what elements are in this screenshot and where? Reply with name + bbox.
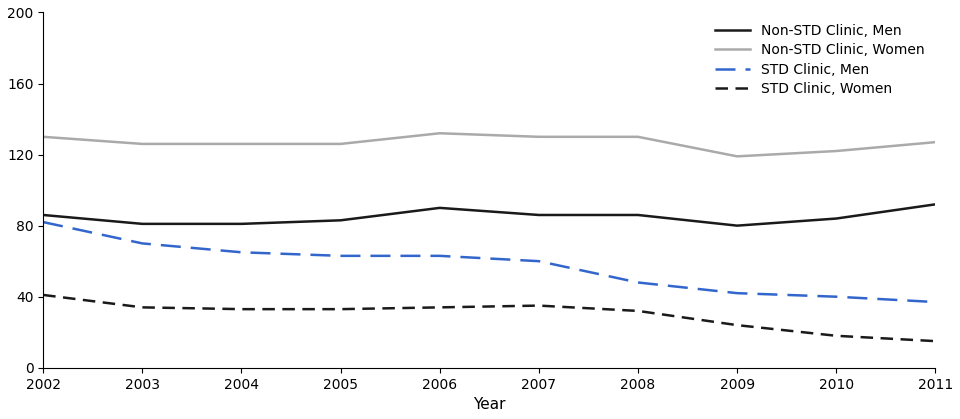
STD Clinic, Men xyxy=(434,253,445,259)
Non-STD Clinic, Women xyxy=(335,141,347,146)
Non-STD Clinic, Men xyxy=(236,221,248,226)
STD Clinic, Women xyxy=(633,308,644,313)
STD Clinic, Men xyxy=(633,280,644,285)
Non-STD Clinic, Men xyxy=(533,212,544,217)
Non-STD Clinic, Men xyxy=(633,212,644,217)
STD Clinic, Men xyxy=(830,294,842,299)
Non-STD Clinic, Men xyxy=(830,216,842,221)
Non-STD Clinic, Women xyxy=(136,141,148,146)
Line: Non-STD Clinic, Women: Non-STD Clinic, Women xyxy=(43,133,935,156)
STD Clinic, Women xyxy=(434,305,445,310)
Non-STD Clinic, Men xyxy=(434,205,445,210)
STD Clinic, Women xyxy=(335,307,347,312)
Non-STD Clinic, Women xyxy=(732,154,743,159)
Line: STD Clinic, Women: STD Clinic, Women xyxy=(43,295,935,341)
STD Clinic, Men xyxy=(37,220,49,225)
Non-STD Clinic, Men xyxy=(335,218,347,223)
X-axis label: Year: Year xyxy=(473,397,506,412)
Non-STD Clinic, Women xyxy=(633,134,644,140)
Legend: Non-STD Clinic, Men, Non-STD Clinic, Women, STD Clinic, Men, STD Clinic, Women: Non-STD Clinic, Men, Non-STD Clinic, Wom… xyxy=(710,19,928,101)
Non-STD Clinic, Women xyxy=(37,134,49,140)
Non-STD Clinic, Men xyxy=(37,212,49,217)
STD Clinic, Men xyxy=(533,259,544,264)
Non-STD Clinic, Women xyxy=(929,140,941,145)
STD Clinic, Men xyxy=(929,300,941,305)
STD Clinic, Women xyxy=(37,292,49,297)
STD Clinic, Men xyxy=(732,291,743,296)
STD Clinic, Women xyxy=(136,305,148,310)
STD Clinic, Women xyxy=(533,303,544,308)
Non-STD Clinic, Women xyxy=(830,148,842,153)
Non-STD Clinic, Women xyxy=(533,134,544,140)
STD Clinic, Men xyxy=(236,250,248,255)
STD Clinic, Women xyxy=(929,339,941,344)
Non-STD Clinic, Women xyxy=(434,131,445,136)
Non-STD Clinic, Women xyxy=(236,141,248,146)
STD Clinic, Women xyxy=(236,307,248,312)
Line: Non-STD Clinic, Men: Non-STD Clinic, Men xyxy=(43,204,935,226)
STD Clinic, Men xyxy=(335,253,347,259)
Non-STD Clinic, Men xyxy=(732,223,743,228)
STD Clinic, Men xyxy=(136,241,148,246)
STD Clinic, Women xyxy=(732,323,743,328)
Non-STD Clinic, Men xyxy=(929,202,941,207)
STD Clinic, Women xyxy=(830,333,842,338)
Line: STD Clinic, Men: STD Clinic, Men xyxy=(43,222,935,302)
Non-STD Clinic, Men xyxy=(136,221,148,226)
